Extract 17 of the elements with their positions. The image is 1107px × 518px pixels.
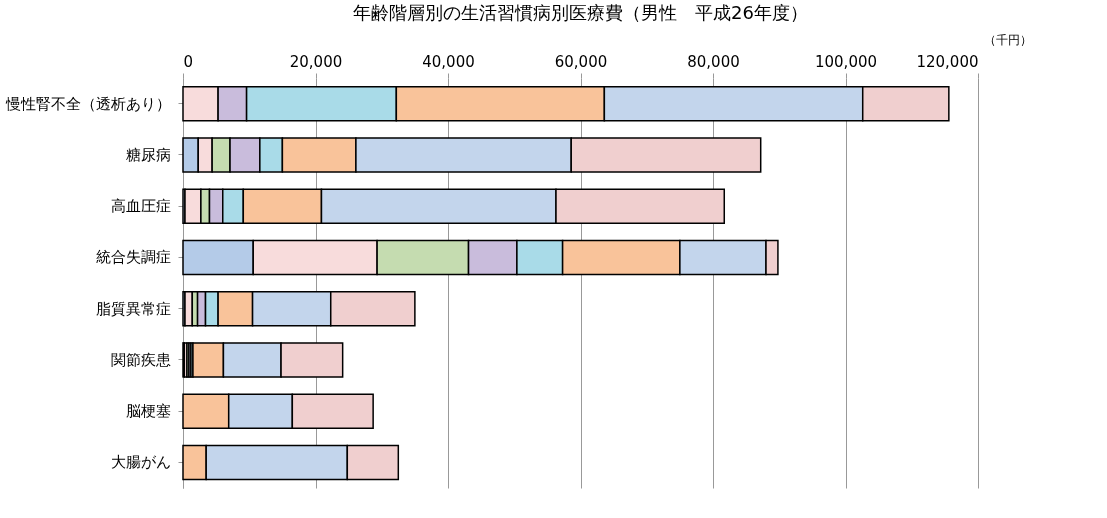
x-axis-title: （千円）	[983, 32, 1032, 47]
y-tick-label: 統合失調症	[95, 248, 171, 267]
x-tick-label: 20,000	[289, 52, 343, 71]
y-tick-label: 糖尿病	[125, 145, 171, 164]
y-tick-label: 脂質異常症	[95, 299, 171, 318]
x-tick-label: 120,000	[916, 52, 979, 71]
y-tick-label: 脳梗塞	[125, 402, 171, 421]
y-tick-label: 大腸がん	[110, 453, 171, 472]
y-tick-label: 慢性腎不全（透析あり）	[4, 94, 171, 113]
x-tick-label: 40,000	[422, 52, 475, 71]
x-tick-label: 0	[183, 52, 194, 71]
x-tick-label: 60,000	[554, 52, 608, 71]
x-tick-label: 80,000	[687, 52, 740, 71]
chart-title: 年齢階層別の生活習慣病別医療費（男性 平成26年度）	[353, 2, 808, 23]
y-tick-label: 関節疾患	[110, 350, 171, 369]
x-tick-label: 100,000	[814, 52, 878, 71]
y-tick-label: 高血圧症	[110, 197, 171, 216]
